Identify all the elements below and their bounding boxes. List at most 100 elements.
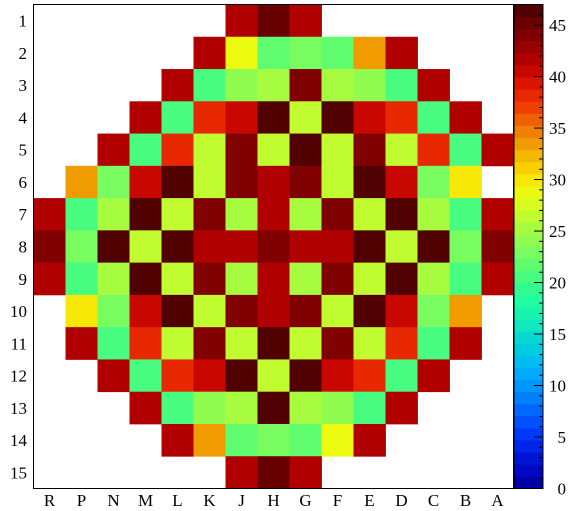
heatmap-cell [449, 133, 482, 167]
colorbar-swatch [514, 464, 543, 477]
colorbar-swatch [514, 40, 543, 54]
heatmap-cell [449, 165, 482, 199]
colorbar-swatch [514, 282, 543, 296]
x-tick-label: C [428, 491, 439, 510]
heatmap-cell [385, 327, 418, 360]
colorbar-swatch [514, 343, 543, 356]
heatmap-cell [193, 69, 226, 102]
colorbar-swatch [514, 294, 543, 308]
x-tick-label: L [172, 491, 182, 510]
y-tick-label: 11 [11, 334, 27, 353]
x-tick-label: E [364, 491, 374, 510]
y-tick-label: 5 [19, 141, 28, 160]
heatmap-cell [353, 69, 386, 102]
colorbar-swatch [514, 16, 543, 30]
colorbar-tick-label: 10 [549, 377, 566, 396]
heatmap-cell [33, 198, 66, 231]
colorbar-swatch [514, 391, 543, 405]
y-tick-label: 1 [19, 12, 28, 31]
heatmap-cell [385, 262, 418, 296]
colorbar-frame [513, 4, 544, 489]
heatmap-cell [161, 262, 194, 296]
heatmap-cell [353, 423, 386, 457]
colorbar-tick-label: 0 [558, 480, 567, 499]
heatmap-cell [225, 327, 258, 360]
heatmap-cell [225, 456, 258, 489]
colorbar-swatch [514, 319, 543, 332]
heatmap-cell [193, 262, 226, 296]
heatmap-cell [449, 230, 482, 264]
heatmap-cell [385, 198, 418, 231]
heatmap-cell [321, 294, 354, 328]
heatmap-cell [161, 327, 194, 360]
heatmap-cell [257, 4, 290, 38]
colorbar-swatch [514, 65, 543, 78]
colorbar-swatch [514, 137, 543, 151]
heatmap-cell [161, 101, 194, 134]
heatmap-cell [193, 327, 226, 360]
colorbar-swatch [514, 101, 543, 114]
heatmap-cell [321, 36, 354, 70]
colorbar-swatch [514, 258, 543, 272]
heatmap-cell [161, 294, 194, 328]
colorbar-tick-label: 20 [549, 274, 566, 293]
heatmap-cell [161, 69, 194, 102]
heatmap-cell [417, 359, 450, 393]
heatmap-cell [481, 133, 514, 167]
heatmap-cell [129, 165, 162, 199]
heatmap-cell [353, 165, 386, 199]
heatmap-cell [129, 294, 162, 328]
colorbar-swatch [514, 440, 543, 453]
heatmap-cell [257, 230, 290, 264]
colorbar-swatch [514, 198, 543, 211]
heatmap-cell [129, 230, 162, 264]
heatmap-cell [449, 101, 482, 134]
heatmap-cell [257, 327, 290, 360]
x-tick-label: P [77, 491, 86, 510]
x-tick-label: A [491, 491, 504, 510]
colorbar-swatch [514, 270, 543, 284]
heatmap-cell [97, 294, 130, 328]
heatmap-cell [161, 133, 194, 167]
colorbar-swatch [514, 379, 543, 393]
heatmap-cell [129, 391, 162, 425]
colorbar-swatch [514, 210, 543, 223]
heatmap-cell [97, 230, 130, 264]
x-tick-label: J [238, 491, 245, 510]
heatmap-cell [289, 69, 322, 102]
heatmap-cell [385, 391, 418, 425]
heatmap-cell [417, 230, 450, 264]
heatmap-cell [65, 230, 98, 264]
heatmap-cell [385, 36, 418, 70]
colorbar-tick-label: 25 [549, 222, 566, 241]
heatmap-cell [385, 133, 418, 167]
heatmap-cell [65, 198, 98, 231]
heatmap-cell [385, 101, 418, 134]
heatmap-cell [193, 133, 226, 167]
heatmap-cell [193, 165, 226, 199]
heatmap-cell [321, 69, 354, 102]
heatmap-cell [417, 165, 450, 199]
heatmap-cell [417, 133, 450, 167]
heatmap-cell [289, 165, 322, 199]
heatmap-cell [321, 165, 354, 199]
heatmap-cell [193, 101, 226, 134]
heatmap-cell [417, 101, 450, 134]
heatmap-cell [289, 133, 322, 167]
heatmap-cell [161, 391, 194, 425]
heatmap-cell [321, 391, 354, 425]
colorbar-swatch [514, 125, 543, 138]
heatmap-cell [129, 101, 162, 134]
x-tick-label: F [333, 491, 342, 510]
x-tick-label: K [203, 491, 216, 510]
heatmap-cell [321, 133, 354, 167]
heatmap-cell [321, 359, 354, 393]
heatmap-cell [257, 456, 290, 489]
heatmap-cell [353, 101, 386, 134]
heatmap-cell [289, 101, 322, 134]
colorbar-tick-label: 35 [549, 119, 566, 138]
x-tick-label: M [138, 491, 153, 510]
